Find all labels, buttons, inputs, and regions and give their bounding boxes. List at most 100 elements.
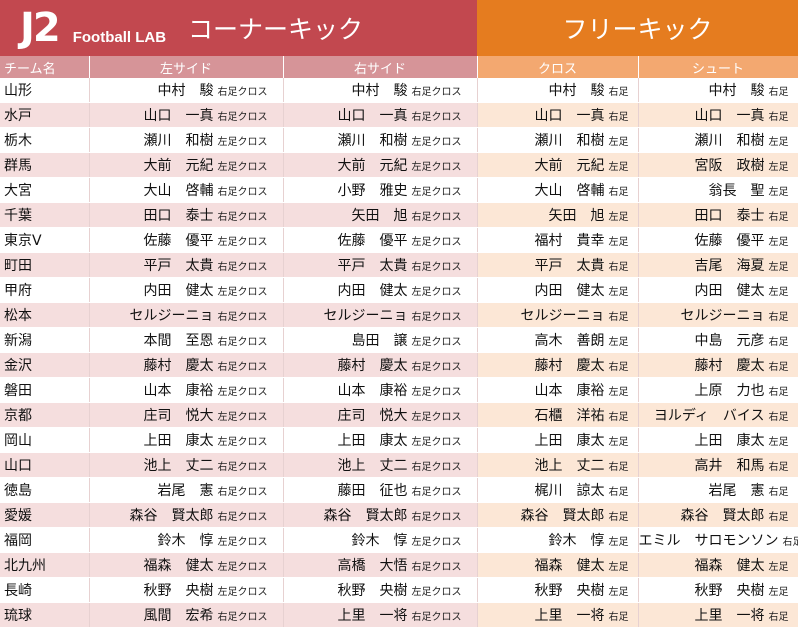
table-row: 松本セルジーニョ右足クロスセルジーニョ右足クロスセルジーニョ右足セルジーニョ右足 [0, 303, 798, 328]
left-side-kicker-name: 池上 丈二 [144, 455, 214, 475]
table-row: 町田平戸 太貴右足クロス平戸 太貴右足クロス平戸 太貴右足吉尾 海夏左足 [0, 253, 798, 278]
right-side-kicker-foot-tag: 左足クロス [412, 133, 474, 148]
table-row: 新潟本間 至恩右足クロス島田 譲左足クロス高木 善朗左足中島 元彦右足 [0, 328, 798, 353]
cross-kicker-foot-tag: 右足 [609, 608, 635, 623]
team-name: 金沢 [0, 353, 89, 378]
left-side-kicker-foot-tag: 右足クロス [218, 508, 280, 523]
right-side-kicker-cell: 平戸 太貴右足クロス [283, 253, 477, 278]
left-side-kicker-name: 上田 康太 [144, 430, 214, 450]
cross-kicker-foot-tag: 左足 [609, 333, 635, 348]
right-side-kicker-foot-tag: 左足クロス [412, 283, 474, 298]
cross-kicker-name: 中村 駿 [549, 80, 605, 100]
left-side-kicker-name: 内田 健太 [144, 280, 214, 300]
team-name: 栃木 [0, 128, 89, 153]
team-name: 千葉 [0, 203, 89, 228]
left-side-kicker-cell: 鈴木 惇左足クロス [89, 528, 283, 553]
left-side-kicker-cell: 瀬川 和樹左足クロス [89, 128, 283, 153]
left-side-kicker-cell: 森谷 賢太郎右足クロス [89, 503, 283, 528]
shoot-kicker-foot-tag: 左足 [769, 133, 795, 148]
right-side-kicker-name: 山口 一真 [338, 105, 408, 125]
shoot-kicker-foot-tag: 右足 [769, 308, 795, 323]
team-name: 東京V [0, 228, 89, 253]
left-side-kicker-cell: 大山 啓輔右足クロス [89, 178, 283, 203]
left-side-kicker-name: セルジーニョ [130, 305, 214, 325]
shoot-kicker-name: 上原 力也 [695, 380, 765, 400]
right-side-kicker-name: 庄司 悦大 [338, 405, 408, 425]
right-side-kicker-foot-tag: 左足クロス [412, 533, 474, 548]
table-row: 山口池上 丈二右足クロス池上 丈二右足クロス池上 丈二右足高井 和馬右足 [0, 453, 798, 478]
right-side-kicker-cell: 中村 駿右足クロス [283, 78, 477, 103]
shoot-kicker-cell: 田口 泰士右足 [638, 203, 798, 228]
right-side-kicker-name: 藤田 征也 [338, 480, 408, 500]
table-row: 金沢藤村 慶太右足クロス藤村 慶太右足クロス藤村 慶太右足藤村 慶太右足 [0, 353, 798, 378]
shoot-kicker-cell: 高井 和馬右足 [638, 453, 798, 478]
shoot-kicker-cell: 宮阪 政樹左足 [638, 153, 798, 178]
table-row: 大宮大山 啓輔右足クロス小野 雅史左足クロス大山 啓輔右足翁長 聖左足 [0, 178, 798, 203]
shoot-kicker-name: 藤村 慶太 [695, 355, 765, 375]
corner-kick-title: コーナーキック [188, 10, 363, 46]
cross-kicker-name: 内田 健太 [535, 280, 605, 300]
cross-kicker-foot-tag: 右足 [609, 183, 635, 198]
cross-kicker-name: 福森 健太 [535, 555, 605, 575]
cross-kicker-foot-tag: 左足 [609, 583, 635, 598]
left-side-kicker-name: 田口 泰士 [144, 205, 214, 225]
team-name: 京都 [0, 403, 89, 428]
right-side-kicker-foot-tag: 左足クロス [412, 158, 474, 173]
cross-kicker-cell: 梶川 諒太右足 [477, 478, 638, 503]
cross-kicker-cell: 山口 一真右足 [477, 103, 638, 128]
cross-kicker-cell: 矢田 旭左足 [477, 203, 638, 228]
shoot-kicker-cell: 上里 一将右足 [638, 603, 798, 628]
corner-kick-banner: J2 Football LAB コーナーキック [0, 0, 477, 56]
team-name: 北九州 [0, 553, 89, 578]
right-side-kicker-foot-tag: 右足クロス [412, 558, 474, 573]
free-kick-title: フリーキック [562, 10, 712, 46]
cross-kicker-name: 藤村 慶太 [535, 355, 605, 375]
left-side-kicker-foot-tag: 左足クロス [218, 233, 280, 248]
shoot-kicker-cell: 中島 元彦右足 [638, 328, 798, 353]
left-side-kicker-foot-tag: 右足クロス [218, 333, 280, 348]
cross-kicker-name: 山本 康裕 [535, 380, 605, 400]
right-side-kicker-cell: 藤田 征也右足クロス [283, 478, 477, 503]
shoot-kicker-cell: 中村 駿右足 [638, 78, 798, 103]
cross-kicker-cell: 上田 康太左足 [477, 428, 638, 453]
right-side-kicker-name: 高橋 大悟 [338, 555, 408, 575]
shoot-kicker-name: 内田 健太 [695, 280, 765, 300]
left-side-kicker-foot-tag: 左足クロス [218, 283, 280, 298]
cross-kicker-foot-tag: 右足 [609, 408, 635, 423]
left-side-kicker-cell: 山口 一真右足クロス [89, 103, 283, 128]
cross-kicker-name: セルジーニョ [521, 305, 605, 325]
cross-kicker-foot-tag: 右足 [609, 258, 635, 273]
team-name: 群馬 [0, 153, 89, 178]
cross-kicker-cell: 中村 駿右足 [477, 78, 638, 103]
shoot-kicker-cell: 森谷 賢太郎右足 [638, 503, 798, 528]
team-name: 大宮 [0, 178, 89, 203]
set-piece-kicker-table: J2 Football LAB コーナーキック フリーキック チーム名 左サイド… [0, 0, 798, 608]
left-side-kicker-foot-tag: 右足クロス [218, 108, 280, 123]
right-side-kicker-name: 大前 元紀 [338, 155, 408, 175]
left-side-kicker-foot-tag: 左足クロス [218, 533, 280, 548]
right-side-kicker-cell: 内田 健太左足クロス [283, 278, 477, 303]
right-side-kicker-name: 平戸 太貴 [338, 255, 408, 275]
shoot-kicker-name: 中村 駿 [709, 80, 765, 100]
right-side-kicker-cell: 秋野 央樹左足クロス [283, 578, 477, 603]
left-side-kicker-name: 秋野 央樹 [144, 580, 214, 600]
left-side-kicker-cell: 佐藤 優平左足クロス [89, 228, 283, 253]
left-side-kicker-foot-tag: 右足クロス [218, 208, 280, 223]
shoot-kicker-name: 岩尾 憲 [709, 480, 765, 500]
cross-kicker-cell: 藤村 慶太右足 [477, 353, 638, 378]
team-name: 水戸 [0, 103, 89, 128]
left-side-kicker-cell: 田口 泰士右足クロス [89, 203, 283, 228]
right-side-kicker-foot-tag: 左足クロス [412, 183, 474, 198]
left-side-kicker-cell: セルジーニョ右足クロス [89, 303, 283, 328]
cross-kicker-foot-tag: 左足 [609, 383, 635, 398]
left-side-kicker-cell: 本間 至恩右足クロス [89, 328, 283, 353]
right-side-kicker-name: 鈴木 惇 [352, 530, 408, 550]
left-side-kicker-foot-tag: 右足クロス [218, 483, 280, 498]
kicker-table: チーム名 左サイド 右サイド クロス シュート 山形中村 駿右足クロス中村 駿右… [0, 56, 798, 628]
left-side-kicker-name: 藤村 慶太 [144, 355, 214, 375]
left-side-kicker-foot-tag: 左足クロス [218, 408, 280, 423]
right-side-kicker-cell: 瀬川 和樹左足クロス [283, 128, 477, 153]
cross-kicker-foot-tag: 左足 [609, 283, 635, 298]
left-side-kicker-foot-tag: 右足クロス [218, 83, 280, 98]
